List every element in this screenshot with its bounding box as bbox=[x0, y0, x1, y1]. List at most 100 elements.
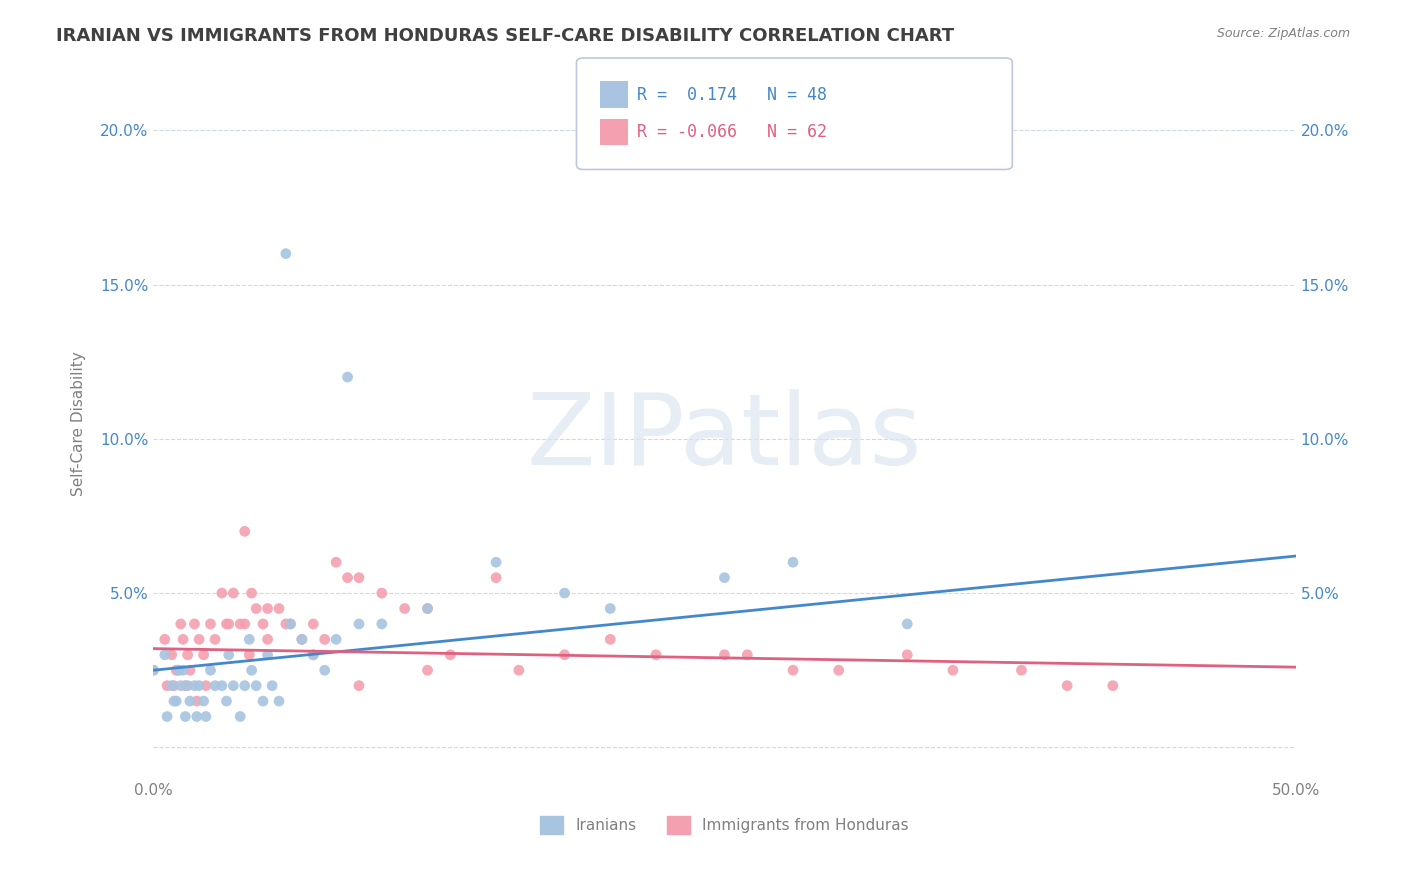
Point bbox=[193, 648, 215, 662]
Point bbox=[160, 679, 183, 693]
Point bbox=[371, 616, 394, 631]
Point bbox=[599, 601, 621, 615]
Point bbox=[280, 616, 302, 631]
Point bbox=[394, 601, 416, 615]
Point bbox=[238, 648, 260, 662]
Text: R =  0.174   N = 48: R = 0.174 N = 48 bbox=[637, 86, 827, 103]
Text: R = -0.066   N = 62: R = -0.066 N = 62 bbox=[637, 123, 827, 141]
Point bbox=[336, 370, 359, 384]
Point bbox=[245, 679, 267, 693]
Point bbox=[252, 694, 274, 708]
Point bbox=[174, 709, 197, 723]
Point bbox=[599, 632, 621, 647]
Point bbox=[153, 648, 176, 662]
Point bbox=[156, 709, 179, 723]
Point bbox=[274, 616, 297, 631]
Point bbox=[314, 632, 336, 647]
Point bbox=[336, 571, 359, 585]
Point bbox=[782, 555, 804, 569]
Point bbox=[142, 663, 165, 677]
Point bbox=[204, 679, 226, 693]
Point bbox=[186, 694, 208, 708]
Point bbox=[240, 663, 263, 677]
Point bbox=[325, 555, 347, 569]
Point bbox=[200, 663, 222, 677]
Point bbox=[1056, 679, 1078, 693]
Point bbox=[163, 694, 186, 708]
Point bbox=[508, 663, 530, 677]
Point bbox=[160, 648, 183, 662]
Point bbox=[194, 679, 217, 693]
Point bbox=[167, 663, 190, 677]
Point bbox=[165, 694, 187, 708]
Point bbox=[347, 571, 370, 585]
Point bbox=[256, 632, 278, 647]
Point bbox=[274, 246, 297, 260]
Point bbox=[188, 632, 211, 647]
Point bbox=[215, 616, 238, 631]
Point bbox=[156, 679, 179, 693]
Point bbox=[302, 648, 325, 662]
Point bbox=[240, 586, 263, 600]
Point bbox=[347, 616, 370, 631]
Point bbox=[172, 663, 194, 677]
Point bbox=[713, 648, 735, 662]
Point bbox=[153, 632, 176, 647]
Point bbox=[1101, 679, 1123, 693]
Point bbox=[1010, 663, 1032, 677]
Point bbox=[371, 586, 394, 600]
Legend: Iranians, Immigrants from Honduras: Iranians, Immigrants from Honduras bbox=[540, 816, 908, 834]
Point bbox=[188, 679, 211, 693]
Point bbox=[179, 694, 201, 708]
Point bbox=[183, 616, 205, 631]
Point bbox=[314, 663, 336, 677]
Point bbox=[942, 663, 965, 677]
Point bbox=[267, 601, 290, 615]
Point bbox=[896, 616, 918, 631]
Point bbox=[485, 571, 508, 585]
Point bbox=[142, 663, 165, 677]
Point bbox=[229, 709, 252, 723]
Point bbox=[302, 648, 325, 662]
Point bbox=[233, 616, 256, 631]
Point bbox=[713, 571, 735, 585]
Point bbox=[737, 648, 759, 662]
Point bbox=[233, 524, 256, 539]
Point bbox=[347, 679, 370, 693]
Point bbox=[211, 586, 233, 600]
Point bbox=[186, 709, 208, 723]
Point bbox=[302, 616, 325, 631]
Point bbox=[222, 586, 245, 600]
Point bbox=[211, 679, 233, 693]
Y-axis label: Self-Care Disability: Self-Care Disability bbox=[72, 351, 86, 496]
Point bbox=[176, 679, 198, 693]
Point bbox=[218, 648, 240, 662]
Point bbox=[233, 679, 256, 693]
Point bbox=[222, 679, 245, 693]
Point bbox=[172, 632, 194, 647]
Point bbox=[194, 709, 217, 723]
Point bbox=[179, 663, 201, 677]
Point bbox=[238, 632, 260, 647]
Point bbox=[183, 679, 205, 693]
Point bbox=[170, 679, 193, 693]
Text: IRANIAN VS IMMIGRANTS FROM HONDURAS SELF-CARE DISABILITY CORRELATION CHART: IRANIAN VS IMMIGRANTS FROM HONDURAS SELF… bbox=[56, 27, 955, 45]
Point bbox=[256, 648, 278, 662]
Point bbox=[267, 694, 290, 708]
Point bbox=[200, 616, 222, 631]
Point bbox=[176, 648, 198, 662]
Point bbox=[204, 632, 226, 647]
Point bbox=[416, 663, 439, 677]
Point bbox=[170, 616, 193, 631]
Text: ZIPatlas: ZIPatlas bbox=[527, 389, 922, 486]
Point bbox=[218, 616, 240, 631]
Point bbox=[280, 616, 302, 631]
Point bbox=[174, 679, 197, 693]
Point bbox=[291, 632, 314, 647]
Point bbox=[896, 648, 918, 662]
Point bbox=[485, 555, 508, 569]
Point bbox=[554, 648, 576, 662]
Point bbox=[193, 694, 215, 708]
Point bbox=[256, 601, 278, 615]
Point bbox=[163, 679, 186, 693]
